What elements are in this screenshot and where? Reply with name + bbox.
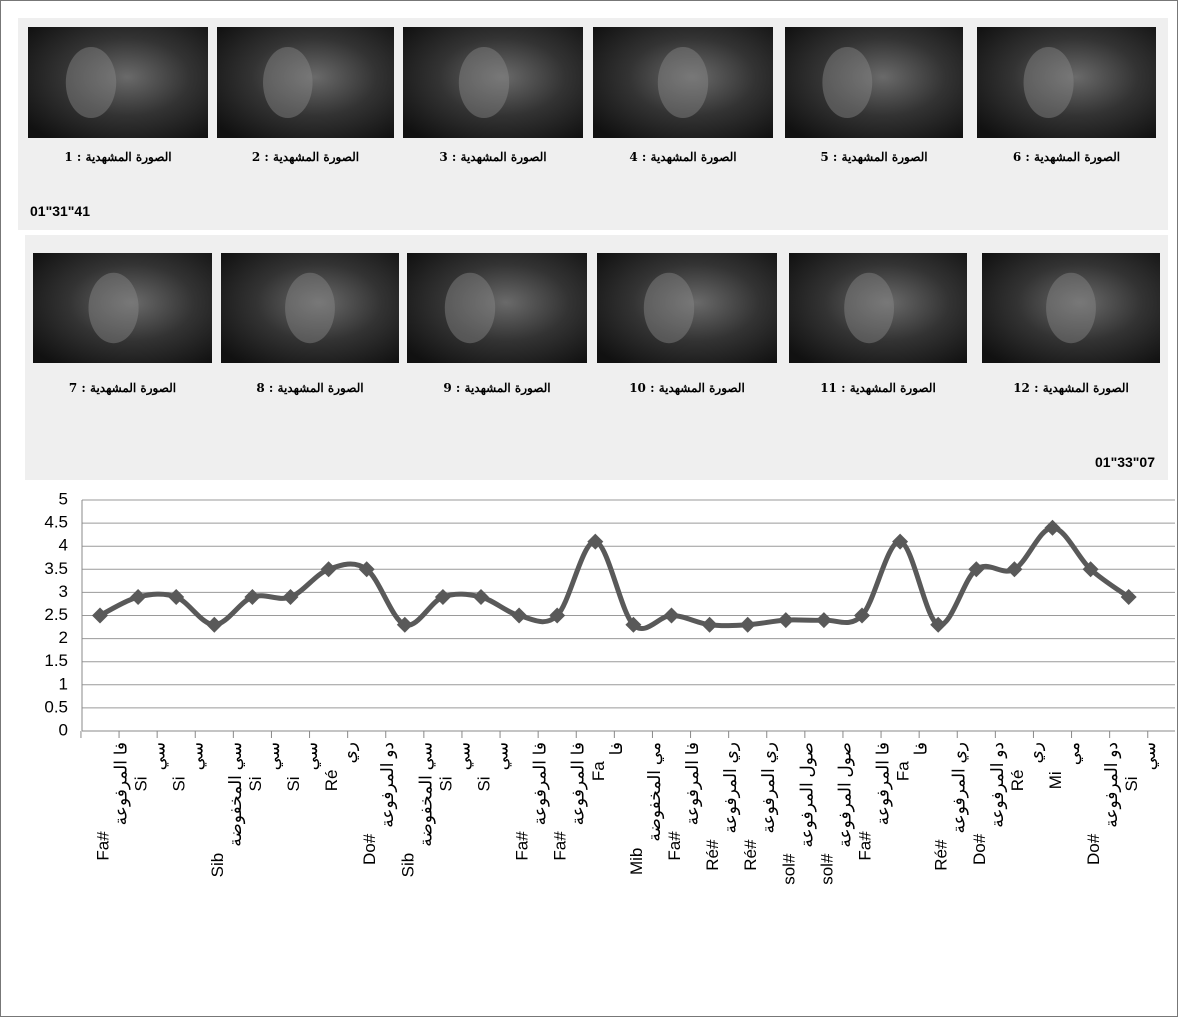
x-tick-label: Ré: [322, 770, 341, 792]
x-tick-label: ري: [340, 742, 360, 764]
x-tick-label: Fa#: [513, 831, 532, 861]
x-tick-label: Si: [1122, 776, 1141, 791]
y-tick-label: 1: [59, 674, 68, 693]
x-tick-label: sol#: [817, 853, 836, 885]
x-tick-label: Fa: [894, 761, 913, 781]
x-tick-label: Si: [436, 776, 455, 791]
frame-caption: الصورة المشهدية : 8: [256, 381, 363, 396]
x-tick-label: سي: [492, 742, 511, 770]
x-tick-label: Do#: [1084, 833, 1103, 865]
x-tick-label: فا المرفوعة: [683, 742, 703, 825]
timestamp: 01"31"41: [30, 203, 90, 219]
x-tick-label: Si: [474, 776, 493, 791]
x-tick-label: Si: [170, 776, 189, 791]
y-tick-label: 0: [59, 720, 68, 739]
y-tick-label: 5: [59, 489, 68, 508]
frame-caption: الصورة المشهدية : 9: [443, 381, 550, 396]
x-tick-label: Do#: [360, 833, 379, 865]
x-tick-label: فا المرفوعة: [531, 742, 551, 825]
x-tick-label: Si: [132, 776, 151, 791]
still-figure: [285, 273, 335, 343]
x-tick-label: Ré: [1008, 770, 1027, 792]
x-tick-label: Ré#: [741, 839, 760, 871]
y-tick-label: 1.5: [44, 651, 68, 670]
x-tick-label: ري المرفوعة: [950, 742, 970, 834]
frame-caption: الصورة المشهدية : 4: [629, 150, 736, 165]
still-figure: [263, 47, 313, 118]
y-tick-label: 3.5: [44, 559, 68, 578]
film-still: [28, 27, 208, 138]
x-tick-label: دو المرفوعة: [1102, 742, 1122, 828]
x-tick-label: ري المرفوعة: [721, 742, 741, 834]
x-tick-label: سي المخفوضة: [416, 742, 436, 847]
frame-caption: الصورة المشهدية : 7: [69, 381, 176, 396]
x-tick-label: فا المرفوعة: [569, 742, 589, 825]
still-figure: [658, 47, 708, 118]
still-figure: [88, 273, 138, 343]
x-tick-label: Do#: [970, 833, 989, 865]
frame-caption: الصورة المشهدية : 1: [64, 150, 171, 165]
y-tick-label: 3: [59, 582, 68, 601]
x-tick-label: سي: [1140, 742, 1159, 770]
still-figure: [1024, 47, 1074, 118]
x-tick-label: Fa#: [93, 831, 112, 861]
x-tick-label: Mi: [1046, 771, 1065, 789]
x-tick-label: دو المرفوعة: [378, 742, 398, 828]
frame-caption: الصورة المشهدية : 2: [252, 150, 359, 165]
film-still: [785, 27, 963, 138]
x-tick-label: sol#: [779, 853, 798, 885]
still-figure: [1046, 273, 1096, 343]
x-tick-label: Sib: [398, 853, 417, 878]
x-tick-label: صول المرفوعة: [797, 742, 817, 848]
x-tick-label: Fa: [589, 761, 608, 781]
x-tick-label: مي المخفوضة: [645, 742, 665, 842]
still-figure: [459, 47, 509, 118]
x-tick-label: مي: [1064, 742, 1083, 765]
x-tick-label: سي: [150, 742, 169, 770]
page: 01"31"41 01"33"07 الصورة المشهدية : 1 الص…: [0, 0, 1178, 1017]
still-figure: [445, 273, 495, 343]
y-tick-label: 2.5: [44, 605, 68, 624]
x-tick-label: سي: [454, 742, 473, 770]
frame-caption: الصورة المشهدية : 10: [629, 381, 745, 396]
x-tick-label: صول المرفوعة: [835, 742, 855, 848]
frame-caption: الصورة المشهدية : 6: [1013, 150, 1120, 165]
x-tick-label: Si: [284, 776, 303, 791]
x-tick-label: Fa#: [551, 831, 570, 861]
x-tick-label: Ré#: [932, 839, 951, 871]
x-tick-label: Mib: [627, 848, 646, 875]
x-tick-label: Fa#: [665, 831, 684, 861]
still-figure: [844, 273, 894, 343]
x-tick-label: Sib: [208, 853, 227, 878]
x-tick-label: سي: [302, 742, 321, 770]
still-figure: [66, 47, 116, 118]
frame-caption: الصورة المشهدية : 3: [439, 150, 546, 165]
film-still: [407, 253, 587, 363]
x-tick-label: Fa#: [855, 831, 874, 861]
y-tick-label: 4.5: [44, 513, 68, 532]
x-tick-label: فا: [607, 742, 626, 755]
y-tick-label: 0.5: [44, 697, 68, 716]
x-tick-label: Si: [246, 776, 265, 791]
x-tick-label: فا: [912, 742, 931, 755]
x-tick-label: سي المخفوضة: [226, 742, 246, 847]
x-tick-label: ري: [1026, 742, 1046, 764]
x-tick-label: فا المرفوعة: [873, 742, 893, 825]
frame-caption: الصورة المشهدية : 11: [820, 381, 936, 396]
x-tick-label: فا المرفوعة: [111, 742, 131, 825]
frame-caption: الصورة المشهدية : 12: [1013, 381, 1129, 396]
x-tick-label: سي: [188, 742, 207, 770]
x-tick-label: دو المرفوعة: [988, 742, 1008, 828]
y-tick-label: 4: [59, 536, 68, 555]
x-tick-label: سي: [264, 742, 283, 770]
x-tick-label: Ré#: [703, 839, 722, 871]
frame-caption: الصورة المشهدية : 5: [820, 150, 927, 165]
still-figure: [822, 47, 872, 118]
y-tick-label: 2: [59, 628, 68, 647]
still-figure: [644, 273, 694, 343]
timestamp: 01"33"07: [1095, 454, 1155, 470]
x-tick-label: ري المرفوعة: [759, 742, 779, 834]
